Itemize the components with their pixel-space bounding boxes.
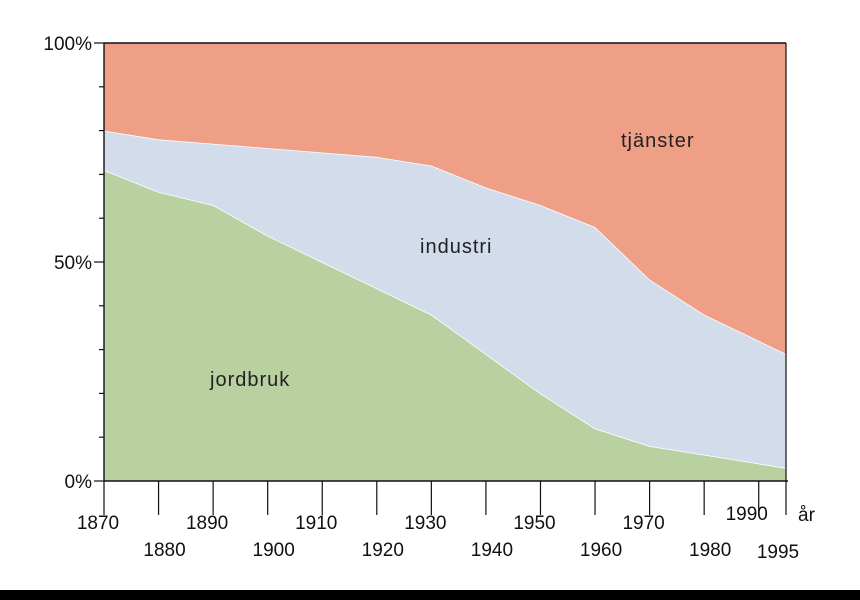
area-jordbruk xyxy=(104,170,786,481)
x-tick-label-1900: 1900 xyxy=(253,540,295,561)
series-label-tjanster: tjänster xyxy=(621,130,695,152)
area-industri xyxy=(104,130,786,468)
x-tick-label-1950: 1950 xyxy=(513,513,555,534)
x-ticks xyxy=(103,481,787,515)
area-series-group xyxy=(103,43,787,481)
x-tick-label-1980: 1980 xyxy=(689,540,731,561)
y-ticks xyxy=(94,42,104,482)
x-tick-label-1910: 1910 xyxy=(295,513,337,534)
series-label-jordbruk: jordbruk xyxy=(209,369,290,391)
x-tick-label-1930: 1930 xyxy=(404,513,446,534)
x-tick-label-1995: 1995 xyxy=(757,542,799,563)
x-tick-label-1870: 1870 xyxy=(77,513,119,534)
x-tick-label-1970: 1970 xyxy=(622,513,664,534)
x-tick-label-1940: 1940 xyxy=(471,540,513,561)
bottom-frame-band xyxy=(0,590,860,600)
x-tick-label-1890: 1890 xyxy=(186,513,228,534)
y-tick-label-100: 100% xyxy=(43,34,92,55)
y-tick-label-50: 50% xyxy=(54,253,92,274)
area-tjänster xyxy=(104,43,786,354)
series-label-industri: industri xyxy=(420,236,492,258)
x-axis-label: år xyxy=(798,505,816,526)
y-tick-label-0: 0% xyxy=(65,472,93,493)
x-tick-label-1880: 1880 xyxy=(143,540,185,561)
x-tick-label-1920: 1920 xyxy=(362,540,404,561)
x-tick-label-1960: 1960 xyxy=(580,540,622,561)
x-tick-label-1990: 1990 xyxy=(726,504,768,525)
